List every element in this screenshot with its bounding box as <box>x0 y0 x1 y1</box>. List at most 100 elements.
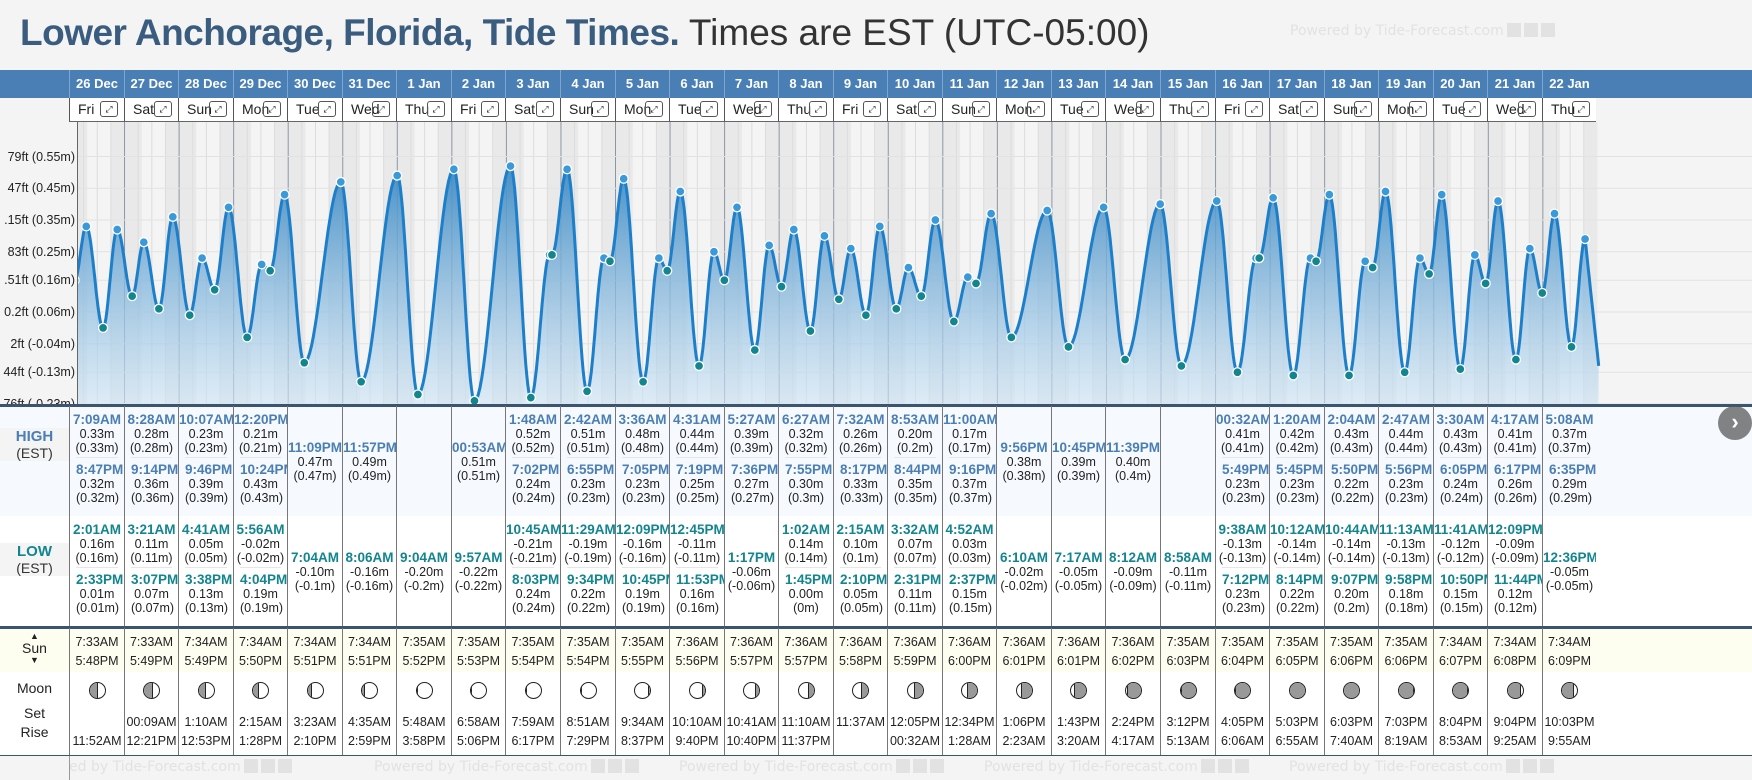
date-header: 29 Dec <box>233 70 287 98</box>
date-header: 26 Dec <box>69 70 124 98</box>
event-height-metric: (0.03m) <box>947 551 992 565</box>
y-tick-label: .51ft (0.16m) <box>4 273 75 288</box>
expand-icon[interactable]: ⤢ <box>700 101 718 117</box>
weekday-cell: Fri ⤢ <box>451 98 505 122</box>
expand-icon[interactable]: ⤢ <box>918 101 936 117</box>
event-time: 9:58PM <box>1385 572 1433 587</box>
expand-icon[interactable]: ⤢ <box>154 101 172 117</box>
swell-logo-icon <box>1217 759 1232 773</box>
moon-cell: 7:59AM 6:17PM <box>505 672 560 755</box>
weekday-cell: Mon ⤢ <box>615 98 669 122</box>
expand-icon[interactable]: ⤢ <box>809 101 827 117</box>
event-height-metric: (0.29m) <box>1549 491 1593 505</box>
expand-icon[interactable]: ⤢ <box>754 101 772 117</box>
scroll-next-button[interactable]: › <box>1718 406 1752 440</box>
high-events: 10:07AM 0.23m (0.23m) 9:46PM 0.39m (0.39m) <box>179 410 233 507</box>
sunset-time: 5:54PM <box>566 654 610 668</box>
event-height: 0.23m <box>188 427 224 441</box>
sunset-arrow-icon: ▼ <box>30 655 39 665</box>
low-tide-point <box>1399 367 1410 378</box>
high-tide-cell: 11:57PM 0.49m (0.49m) <box>342 406 396 516</box>
low-tide-cell: 8:12AM -0.09m (-0.09m) <box>1105 516 1160 626</box>
expand-icon[interactable]: ⤢ <box>481 101 499 117</box>
weekday-cell: Wed ⤢ <box>1487 98 1542 122</box>
expand-icon[interactable]: ⤢ <box>1300 101 1318 117</box>
event-time: 12:09PM <box>616 522 669 537</box>
expand-icon[interactable]: ⤢ <box>318 101 336 117</box>
expand-icon[interactable]: ⤢ <box>372 101 390 117</box>
sunrise-time: 7:35AM <box>456 635 501 649</box>
moon-phase-icon <box>1452 682 1469 699</box>
high-event: 6:35PM 0.29m (0.29m) <box>1549 457 1596 507</box>
high-tide-point <box>1492 195 1504 207</box>
high-tide-cell: 10:07AM 0.23m (0.23m) 9:46PM 0.39m (0.39m) <box>178 406 233 516</box>
low-tide-cell: 1:17PM -0.06m (-0.06m) <box>724 516 778 626</box>
low-event: 8:12AM -0.09m (-0.09m) <box>1106 548 1160 595</box>
expand-icon[interactable]: ⤢ <box>1354 101 1372 117</box>
moon-cell: 12:05PM 00:32AM <box>887 672 942 755</box>
event-time: 10:45PM <box>1052 439 1105 455</box>
y-tick-label: 76ft (-0.23m) <box>3 397 75 406</box>
low-events: 10:45AM -0.21m (-0.21m) 8:03PM 0.24m (0.24m) <box>506 520 560 617</box>
expand-icon[interactable]: ⤢ <box>863 101 881 117</box>
expand-icon[interactable]: ⤢ <box>1463 101 1481 117</box>
event-time: 11:53PM <box>676 572 724 587</box>
low-tide-point <box>1006 332 1017 343</box>
expand-icon[interactable]: ⤢ <box>1191 101 1209 117</box>
sun-cell: 7:35AM 6:06PM <box>1324 628 1378 672</box>
expand-icon[interactable]: ⤢ <box>263 101 281 117</box>
expand-icon[interactable]: ⤢ <box>1245 101 1263 117</box>
event-height: 0.16m <box>79 537 115 551</box>
expand-icon[interactable]: ⤢ <box>591 101 609 117</box>
sun-cell: 7:34AM 5:51PM <box>342 628 396 672</box>
event-height: 0.05m <box>188 537 224 551</box>
expand-icon[interactable]: ⤢ <box>209 101 227 117</box>
expand-icon[interactable]: ⤢ <box>536 101 554 117</box>
event-time: 2:33PM <box>76 572 124 587</box>
low-event: 1:45PM 0.00m (0m) <box>785 567 832 617</box>
moon-shadow <box>648 683 650 698</box>
expand-icon[interactable]: ⤢ <box>1409 101 1427 117</box>
expand-icon[interactable]: ⤢ <box>427 101 445 117</box>
expand-icon[interactable]: ⤢ <box>1081 101 1099 117</box>
event-time: 11:41AM <box>1434 522 1487 537</box>
event-time: 3:38PM <box>185 572 233 587</box>
expand-icon[interactable]: ⤢ <box>100 101 118 117</box>
expand-icon[interactable]: ⤢ <box>1518 101 1536 117</box>
high-event: 4:17AM 0.41m (0.41m) <box>1488 410 1542 457</box>
high-tide-point <box>392 170 403 181</box>
sunset-time: 5:59PM <box>893 654 937 668</box>
event-height: -0.16m <box>623 537 662 551</box>
weekday-label: Mon <box>1387 101 1415 117</box>
moon-shadow <box>362 683 365 698</box>
sunset-time: 5:49PM <box>129 654 174 668</box>
sun-cell: 7:35AM 5:52PM <box>396 628 451 672</box>
sunset-time: 5:58PM <box>838 654 883 668</box>
moon-cell: 10:10AM 9:40PM <box>669 672 724 755</box>
expand-icon[interactable]: ⤢ <box>1572 101 1590 117</box>
low-events: 2:01AM 0.16m (0.16m) 2:33PM 0.01m (0.01m) <box>70 520 124 617</box>
high-events: 3:36AM 0.48m (0.48m) 7:05PM 0.23m (0.23m) <box>616 410 669 507</box>
event-height: -0.19m <box>568 537 608 551</box>
event-height: 0.00m <box>788 587 824 601</box>
weekday-label: Fri <box>78 101 95 117</box>
expand-icon[interactable]: ⤢ <box>645 101 663 117</box>
weekday-cell: Fri ⤢ <box>1215 98 1269 122</box>
event-height: 0.32m <box>788 427 824 441</box>
event-time: 2:10PM <box>840 572 887 587</box>
expand-icon[interactable]: ⤢ <box>972 101 990 117</box>
event-height: -0.06m <box>732 564 771 579</box>
expand-icon[interactable]: ⤢ <box>1027 101 1045 117</box>
expand-icon[interactable]: ⤢ <box>1136 101 1154 117</box>
moonset-time: 1:06PM <box>1002 715 1046 729</box>
tide-chart[interactable] <box>77 122 1752 406</box>
low-event: 11:41AM -0.12m (-0.12m) <box>1434 520 1487 567</box>
high-events: 9:56PM 0.38m (0.38m) <box>997 438 1051 485</box>
low-tide-cell: 8:58AM -0.11m (-0.11m) <box>1160 516 1215 626</box>
event-height-metric: (0.39m) <box>185 491 229 505</box>
high-event: 10:45PM 0.39m (0.39m) <box>1052 438 1105 485</box>
moon-phase-icon <box>1288 682 1306 699</box>
sunset-time: 5:48PM <box>75 654 119 668</box>
event-time: 3:30AM <box>1436 412 1485 427</box>
high-event: 5:08AM 0.37m (0.37m) <box>1543 410 1596 457</box>
